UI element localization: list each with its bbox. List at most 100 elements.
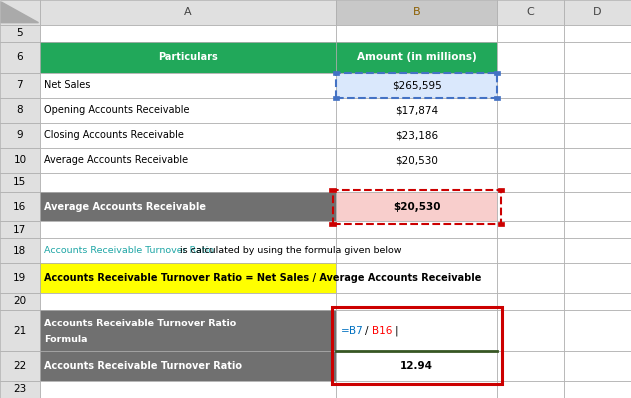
Polygon shape	[1, 2, 38, 23]
Bar	[336, 192, 497, 221]
Bar	[336, 0, 497, 25]
Text: B: B	[413, 7, 421, 18]
Bar	[336, 98, 497, 123]
Bar	[564, 173, 631, 192]
Text: Average Accounts Receivable: Average Accounts Receivable	[44, 202, 206, 212]
Text: $20,530: $20,530	[393, 202, 440, 212]
Bar	[333, 71, 339, 75]
Bar	[497, 173, 564, 192]
Bar	[564, 42, 631, 73]
Bar	[336, 221, 497, 238]
Text: 21: 21	[13, 326, 27, 336]
Bar	[494, 96, 500, 100]
Bar	[0, 173, 40, 192]
Bar	[497, 238, 564, 263]
Bar	[564, 238, 631, 263]
Bar	[40, 42, 336, 73]
Text: 7: 7	[16, 80, 23, 90]
Bar	[333, 189, 501, 224]
Text: A: A	[184, 7, 192, 18]
Text: 17: 17	[13, 225, 27, 235]
Bar	[336, 310, 497, 351]
Text: 20: 20	[13, 297, 27, 306]
Bar	[336, 73, 497, 98]
Text: /: /	[365, 326, 369, 336]
Bar	[0, 25, 40, 42]
Bar	[497, 73, 564, 98]
Bar	[564, 73, 631, 98]
Bar	[497, 98, 564, 123]
Bar	[40, 25, 336, 42]
Bar	[564, 98, 631, 123]
Text: Formula: Formula	[44, 336, 88, 344]
Bar	[0, 221, 40, 238]
Text: $17,874: $17,874	[395, 105, 439, 115]
Bar	[497, 123, 564, 148]
Text: Particulars: Particulars	[158, 53, 218, 62]
Bar	[40, 173, 336, 192]
Bar	[0, 381, 40, 398]
Bar	[0, 73, 40, 98]
Text: Average Accounts Receivable: Average Accounts Receivable	[44, 156, 188, 166]
Bar	[494, 71, 500, 75]
Text: |: |	[394, 326, 398, 336]
Bar	[336, 293, 497, 310]
Bar	[40, 310, 336, 351]
Bar	[40, 148, 336, 173]
Bar	[0, 98, 40, 123]
Text: $265,595: $265,595	[392, 80, 442, 90]
Bar	[40, 293, 336, 310]
Bar	[333, 96, 339, 100]
Bar	[40, 192, 336, 221]
Text: 8: 8	[16, 105, 23, 115]
Bar	[564, 381, 631, 398]
Text: $20,530: $20,530	[396, 156, 438, 166]
Text: Closing Accounts Receivable: Closing Accounts Receivable	[44, 131, 184, 140]
Bar	[0, 351, 40, 381]
Bar	[497, 310, 564, 351]
Bar	[564, 221, 631, 238]
Bar	[0, 192, 40, 221]
Text: 5: 5	[16, 28, 23, 38]
Bar	[40, 263, 336, 293]
Bar	[336, 263, 497, 293]
Text: 18: 18	[13, 246, 27, 256]
Bar	[40, 73, 336, 98]
Text: 10: 10	[13, 156, 27, 166]
Bar	[0, 263, 40, 293]
Bar	[497, 192, 564, 221]
Text: 23: 23	[13, 384, 27, 394]
Bar	[564, 25, 631, 42]
Bar	[40, 381, 336, 398]
Bar	[564, 351, 631, 381]
Bar	[497, 263, 564, 293]
Text: Net Sales: Net Sales	[44, 80, 90, 90]
Text: =: =	[341, 326, 350, 336]
Text: 19: 19	[13, 273, 27, 283]
Text: is calculated by using the formula given below: is calculated by using the formula given…	[177, 246, 401, 256]
Bar	[0, 42, 40, 73]
Bar	[497, 42, 564, 73]
Text: Accounts Receivable Turnover Ratio: Accounts Receivable Turnover Ratio	[44, 319, 237, 328]
Text: Accounts Receivable Turnover Ratio = Net Sales / Average Accounts Receivable: Accounts Receivable Turnover Ratio = Net…	[44, 273, 481, 283]
Bar	[336, 42, 497, 73]
Bar	[329, 222, 336, 226]
Bar	[336, 25, 497, 42]
Bar	[564, 293, 631, 310]
Text: B7: B7	[349, 326, 363, 336]
Text: 16: 16	[13, 202, 27, 212]
Text: Opening Accounts Receivable: Opening Accounts Receivable	[44, 105, 190, 115]
Text: 9: 9	[16, 131, 23, 140]
Bar	[497, 25, 564, 42]
Bar	[336, 73, 497, 98]
Bar	[498, 222, 504, 226]
Bar	[0, 293, 40, 310]
Bar	[0, 123, 40, 148]
Bar	[564, 0, 631, 25]
Text: C: C	[527, 7, 534, 18]
Bar	[332, 307, 502, 384]
Bar	[336, 238, 497, 263]
Bar	[497, 0, 564, 25]
Text: Accounts Receivable Turnover Ratio: Accounts Receivable Turnover Ratio	[44, 361, 242, 371]
Text: 22: 22	[13, 361, 27, 371]
